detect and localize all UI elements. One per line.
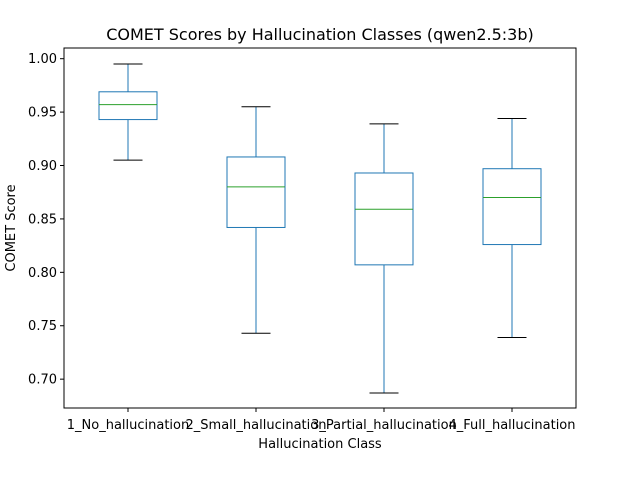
x-tick-label: 1_No_hallucination — [67, 418, 189, 433]
box-iqr — [482, 168, 542, 246]
x-tick-label: 2_Small_hallucination — [186, 418, 327, 433]
y-tick-label: 0.75 — [28, 319, 57, 334]
box-group — [98, 63, 158, 161]
y-axis: 0.70 0.75 0.80 0.85 0.90 0.95 1.00 — [28, 52, 64, 388]
box-group — [354, 123, 414, 394]
y-tick-label: 0.90 — [28, 159, 57, 174]
box-iqr — [354, 172, 414, 266]
x-axis: 1_No_hallucination2_Small_hallucination3… — [67, 408, 576, 433]
box-iqr — [98, 91, 158, 121]
box-group — [482, 118, 542, 338]
x-tick-label: 3_Partial_hallucination — [311, 418, 457, 433]
y-tick-label: 0.85 — [28, 212, 57, 227]
y-tick-label: 1.00 — [28, 52, 57, 67]
y-tick-label: 0.95 — [28, 106, 57, 121]
chart-title: COMET Scores by Hallucination Classes (q… — [106, 25, 534, 44]
box-iqr — [226, 156, 286, 228]
boxes — [98, 63, 542, 394]
box-group — [226, 106, 286, 334]
x-tick-label: 4_Full_hallucination — [448, 418, 575, 433]
y-tick-label: 0.70 — [28, 373, 57, 388]
axes-frame — [63, 47, 577, 409]
y-axis-label: COMET Score — [4, 184, 19, 271]
x-axis-label: Hallucination Class — [258, 437, 382, 452]
y-tick-label: 0.80 — [28, 266, 57, 281]
